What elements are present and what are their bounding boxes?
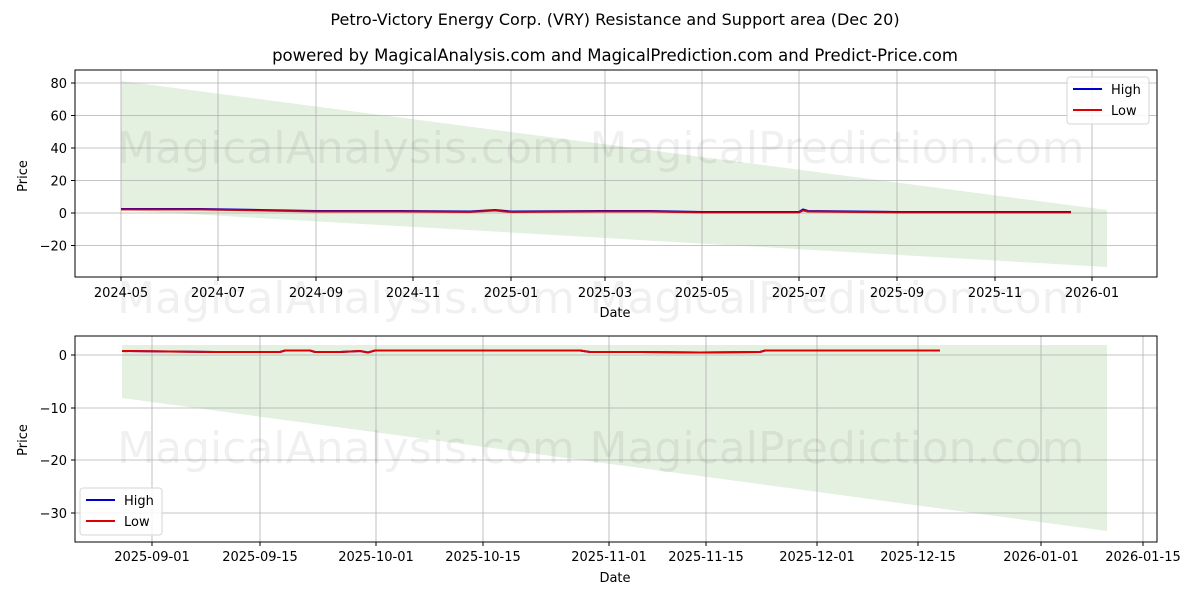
top-y-axis-label: Price bbox=[16, 160, 31, 192]
chart-title: Petro-Victory Energy Corp. (VRY) Resista… bbox=[330, 10, 900, 29]
x-tick-label: 2025-10-01 bbox=[338, 550, 414, 565]
y-tick-label: 0 bbox=[59, 349, 67, 364]
x-tick-label: 2024-07 bbox=[191, 286, 245, 301]
bottom-support-resistance-band bbox=[122, 345, 1107, 531]
x-tick-label: 2025-07 bbox=[772, 286, 826, 301]
x-tick-label: 2026-01 bbox=[1065, 286, 1119, 301]
watermark-magicalanalysis-2: MagicalAnalysis.com bbox=[117, 273, 575, 324]
chart-subtitle: powered by MagicalAnalysis.com and Magic… bbox=[272, 46, 958, 65]
bottom-x-axis-label: Date bbox=[599, 571, 630, 586]
bottom-legend: High Low bbox=[79, 487, 163, 536]
bottom-low-line bbox=[121, 349, 940, 354]
x-tick-label: 2025-01 bbox=[484, 286, 538, 301]
legend-high-label: High bbox=[1111, 83, 1141, 98]
x-tick-label: 2025-10-15 bbox=[445, 550, 521, 565]
top-chart: MagicalAnalysis.com MagicalPrediction.co… bbox=[16, 69, 1158, 324]
x-tick-label: 2026-01-15 bbox=[1105, 550, 1181, 565]
y-tick-label: 40 bbox=[50, 142, 67, 157]
x-tick-label: 2024-11 bbox=[386, 286, 440, 301]
y-tick-label: −20 bbox=[40, 240, 67, 255]
x-tick-label: 2025-11 bbox=[968, 286, 1022, 301]
x-tick-label: 2025-05 bbox=[675, 286, 729, 301]
x-tick-label: 2025-12-15 bbox=[880, 550, 956, 565]
x-tick-label: 2025-11-01 bbox=[571, 550, 647, 565]
y-tick-label: 60 bbox=[50, 110, 67, 125]
x-tick-label: 2025-09-01 bbox=[114, 550, 190, 565]
bottom-y-axis-label: Price bbox=[16, 424, 31, 456]
bottom-axes-frame bbox=[74, 335, 1158, 543]
x-tick-label: 2025-03 bbox=[578, 286, 632, 301]
y-tick-label: −30 bbox=[40, 507, 67, 522]
legend-low-label: Low bbox=[1111, 104, 1137, 119]
top-y-tick-labels: 80 60 40 20 0 −20 bbox=[40, 77, 67, 255]
legend-high-label: High bbox=[124, 494, 154, 509]
top-x-tick-labels: 2024-05 2024-07 2024-09 2024-11 2025-01 … bbox=[94, 286, 1119, 301]
bottom-x-tick-labels: 2025-09-01 2025-09-15 2025-10-01 2025-10… bbox=[114, 550, 1181, 565]
watermark-magicalanalysis: MagicalAnalysis.com bbox=[117, 123, 575, 174]
x-tick-label: 2025-09-15 bbox=[222, 550, 298, 565]
legend-low-label: Low bbox=[124, 515, 150, 530]
y-tick-label: 20 bbox=[50, 175, 67, 190]
top-legend: High Low bbox=[1066, 76, 1150, 125]
x-tick-label: 2024-09 bbox=[289, 286, 343, 301]
watermark-magicalprediction-2: MagicalPrediction.com bbox=[590, 273, 1085, 324]
watermark-magicalprediction: MagicalPrediction.com bbox=[590, 123, 1085, 174]
y-tick-label: 0 bbox=[59, 207, 67, 222]
bottom-y-tick-labels: 0 −10 −20 −30 bbox=[40, 349, 67, 522]
top-low-line bbox=[121, 208, 1071, 214]
top-x-axis-label: Date bbox=[599, 306, 630, 321]
watermark-magicalprediction-3: MagicalPrediction.com bbox=[590, 423, 1085, 474]
x-tick-label: 2026-01-01 bbox=[1003, 550, 1079, 565]
x-tick-label: 2025-11-15 bbox=[668, 550, 744, 565]
y-tick-label: −20 bbox=[40, 454, 67, 469]
top-support-resistance-band bbox=[121, 81, 1107, 267]
y-tick-label: −10 bbox=[40, 402, 67, 417]
x-tick-label: 2024-05 bbox=[94, 286, 148, 301]
x-tick-label: 2025-12-01 bbox=[779, 550, 855, 565]
y-tick-label: 80 bbox=[50, 77, 67, 92]
top-axes-frame bbox=[74, 69, 1158, 278]
x-tick-label: 2025-09 bbox=[870, 286, 924, 301]
watermark-magicalanalysis-3: MagicalAnalysis.com bbox=[117, 423, 575, 474]
bottom-grid bbox=[75, 336, 1157, 542]
bottom-chart: MagicalAnalysis.com MagicalPrediction.co… bbox=[16, 335, 1181, 586]
